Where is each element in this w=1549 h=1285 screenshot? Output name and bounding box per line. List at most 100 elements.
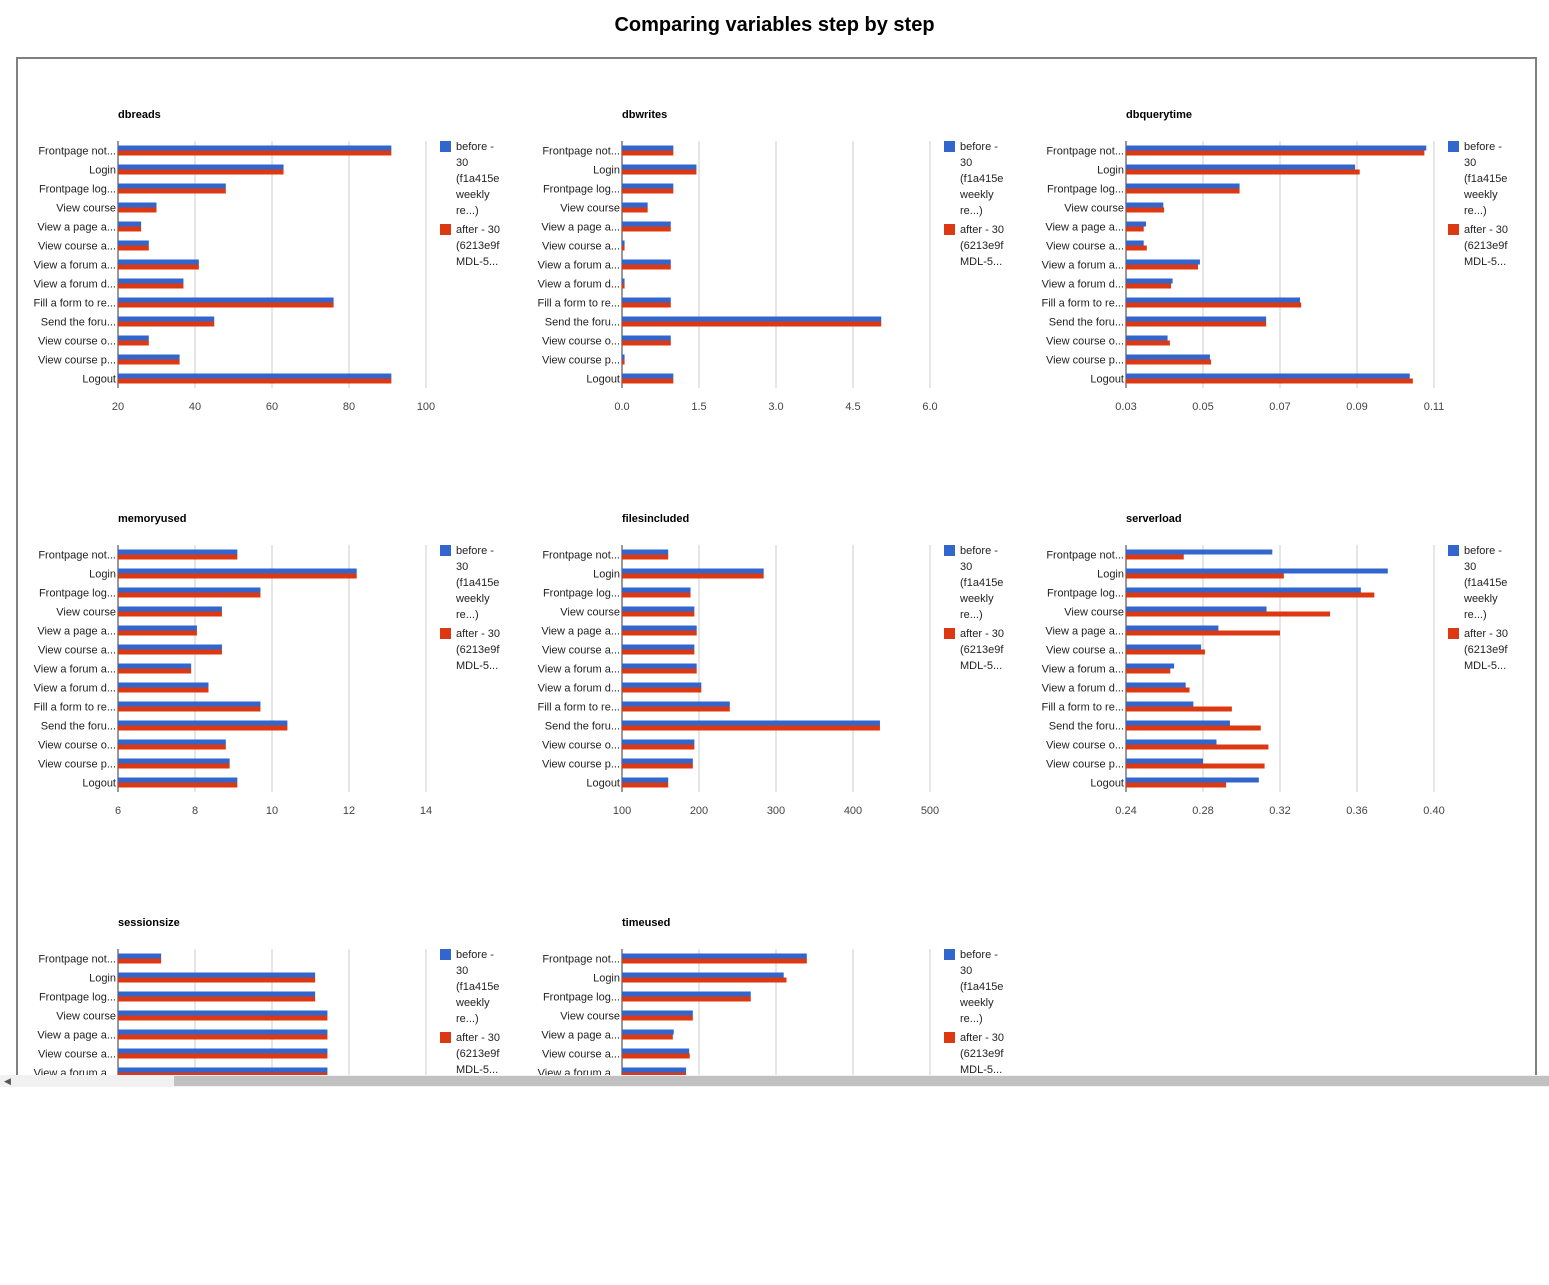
legend-swatch-before (944, 949, 955, 960)
legend-label-before: before - (1464, 141, 1502, 153)
category-label: Logout (586, 374, 620, 386)
bar-before (1126, 164, 1356, 170)
scrollbar-thumb[interactable] (174, 1076, 1549, 1086)
legend-label-before: before - (960, 545, 998, 557)
bar-before (622, 1048, 690, 1054)
bar-before (118, 549, 238, 555)
chart-dbreads[interactable]: dbreads 20 40 60 80 100 Frontpage not... Login F… (16, 101, 528, 413)
x-tick-label: 6.0 (922, 401, 937, 413)
bar-before (118, 663, 192, 669)
bar-after (118, 554, 238, 560)
category-label: View course p... (542, 759, 620, 771)
chart-serverload[interactable]: serverload 0.24 0.28 0.32 0.36 0.40 Frontpage … (1016, 505, 1536, 817)
charts-frame[interactable]: dbreads 20 40 60 80 100 Frontpage not... Login F… (16, 57, 1537, 1079)
bar-before (1126, 587, 1361, 593)
bar-before (622, 758, 693, 764)
bar-after (622, 359, 625, 365)
bar-after (622, 706, 730, 712)
bar-after (118, 725, 288, 731)
category-label: View course o... (542, 336, 620, 348)
legend-label-after: after - 30 (960, 1032, 1004, 1044)
legend-label-after: (6213e9f (960, 644, 1004, 656)
category-label: View a forum a... (538, 260, 620, 272)
category-label: Fill a form to re... (33, 298, 116, 310)
category-label: Frontpage log... (39, 184, 116, 196)
legend-label-before: re...) (960, 1013, 983, 1025)
bar-before (1126, 145, 1427, 151)
category-label: Fill a form to re... (1041, 298, 1124, 310)
legend-label-before: before - (960, 949, 998, 961)
chart-sessionsize[interactable]: sessionsize Frontpage not... Login Frontpag… (16, 909, 528, 1079)
category-label: View course a... (542, 241, 620, 253)
bar-after (622, 1034, 673, 1040)
bar-after (118, 226, 142, 232)
category-label: View a forum a... (34, 664, 116, 676)
bar-after (118, 744, 226, 750)
category-label: View course a... (38, 1049, 116, 1061)
bar-before (118, 221, 142, 227)
legend-label-after: MDL-5... (960, 660, 1002, 672)
legend-label-before: 30 (1464, 561, 1476, 573)
category-label: Frontpage log... (543, 588, 620, 600)
bar-after (622, 264, 671, 270)
category-label: Send the foru... (41, 317, 116, 329)
category-label: Send the foru... (1049, 721, 1124, 733)
scroll-left-arrow-icon[interactable]: ◀ (4, 1076, 11, 1086)
bar-after (118, 611, 222, 617)
category-label: Fill a form to re... (537, 702, 620, 714)
bar-before (118, 777, 238, 783)
x-tick-label: 0.28 (1192, 805, 1213, 817)
chart-filesincluded[interactable]: filesincluded 100 200 300 400 500 Frontpage no… (512, 505, 1032, 817)
bar-before (118, 259, 199, 265)
legend-label-before: re...) (456, 205, 479, 217)
bar-before (1126, 202, 1164, 208)
bar-before (622, 682, 702, 688)
legend-label-after: after - 30 (960, 224, 1004, 236)
chart-body: serverload 0.24 0.28 0.32 0.36 0.40 Frontpage … (1041, 513, 1508, 817)
category-label: Login (89, 165, 116, 177)
bar-after (622, 958, 807, 964)
bar-after (622, 245, 625, 251)
bar-before (622, 259, 671, 265)
bar-before (1126, 278, 1173, 284)
bar-after (1126, 668, 1171, 674)
legend-label-after: (6213e9f (456, 1048, 500, 1060)
bar-after (118, 340, 149, 346)
category-label: View course (56, 203, 116, 215)
chart-memoryused[interactable]: memoryused 6 8 10 12 14 Frontpage not... Login F… (16, 505, 528, 817)
category-label: View course a... (542, 1049, 620, 1061)
bar-after (622, 321, 882, 327)
x-tick-label: 0.32 (1269, 805, 1290, 817)
chart-timeused[interactable]: timeused Frontpage not... Login Frontpage l… (512, 909, 1032, 1079)
bar-before (1126, 221, 1147, 227)
legend-label-before: weekly (959, 593, 994, 605)
bar-after (118, 592, 261, 598)
x-tick-label: 200 (690, 805, 708, 817)
bar-after (1126, 554, 1184, 560)
category-label: Fill a form to re... (33, 702, 116, 714)
category-label: View course (56, 607, 116, 619)
category-label: Fill a form to re... (1041, 702, 1124, 714)
legend-label-before: 30 (1464, 157, 1476, 169)
x-tick-label: 60 (266, 401, 278, 413)
category-label: View a forum d... (34, 279, 116, 291)
chart-dbquerytime[interactable]: dbquerytime 0.03 0.05 0.07 0.09 0.11 Frontpage… (1016, 101, 1536, 413)
horizontal-scrollbar[interactable]: ◀ (0, 1075, 1549, 1087)
chart-dbwrites[interactable]: dbwrites 0.0 1.5 3.0 4.5 6.0 Frontpage not... L… (512, 101, 1032, 413)
bar-after (1126, 188, 1240, 194)
category-label: Frontpage log... (39, 588, 116, 600)
bar-after (118, 150, 392, 156)
category-label: View course p... (1046, 355, 1124, 367)
category-label: Frontpage not... (542, 146, 620, 158)
bar-before (118, 1010, 328, 1016)
category-label: Frontpage not... (1046, 146, 1124, 158)
bar-after (622, 554, 669, 560)
bar-before (1126, 644, 1202, 650)
category-label: View course (56, 1011, 116, 1023)
x-tick-label: 4.5 (845, 401, 860, 413)
x-tick-label: 0.36 (1346, 805, 1367, 817)
category-label: View course p... (542, 355, 620, 367)
bar-after (118, 207, 157, 213)
bar-after (1126, 226, 1144, 232)
bar-after (1126, 649, 1205, 655)
